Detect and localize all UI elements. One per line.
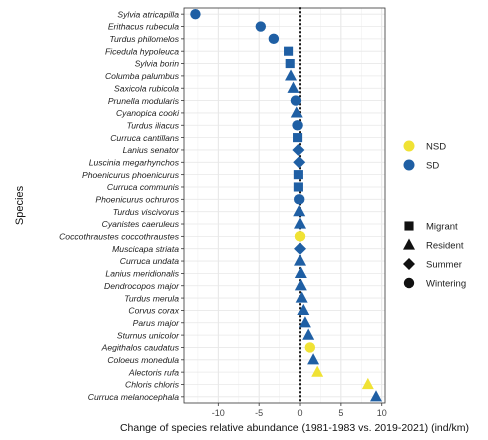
species-label: Coloeus monedula	[107, 355, 179, 365]
point-circle	[190, 8, 201, 20]
x-tick-label: 0	[298, 408, 303, 418]
grid	[184, 8, 385, 403]
point-diamond	[293, 156, 306, 169]
point-triangle	[290, 106, 303, 118]
point-triangle	[361, 377, 374, 390]
species-label: Sturnus unicolor	[117, 330, 180, 340]
species-label: Sylvia borin	[135, 59, 180, 69]
point-square	[285, 58, 295, 69]
legend-circle-icon	[403, 277, 415, 289]
legend-color: NSD SD	[403, 140, 446, 172]
legend-label: Resident	[426, 241, 464, 252]
x-axis-title: Change of species relative abundance (19…	[120, 422, 469, 434]
legend-label: Wintering	[426, 279, 466, 290]
point-square	[293, 182, 303, 192]
x-tick-label: 5	[338, 408, 343, 418]
legend-label: Summer	[426, 260, 462, 271]
species-label: Turdus philomelos	[109, 34, 179, 44]
point-square	[293, 133, 303, 143]
species-label: Coccothraustes coccothraustes	[59, 232, 180, 242]
point-triangle	[311, 365, 324, 377]
x-tick-label: 10	[377, 408, 387, 418]
point-triangle	[302, 328, 315, 340]
point-square	[293, 170, 303, 180]
species-label: Corvus corax	[128, 306, 179, 316]
species-label: Phoenicurus ochruros	[95, 195, 179, 205]
point-circle	[294, 194, 305, 205]
point-circle	[292, 120, 303, 131]
legend-swatch	[403, 140, 415, 152]
point-triangle	[370, 390, 382, 402]
point-triangle	[295, 291, 308, 303]
point-circle	[268, 33, 280, 45]
legend-diamond-icon	[403, 258, 415, 270]
point-diamond	[292, 143, 305, 156]
species-label: Aegithalos caudatus	[101, 343, 180, 353]
point-triangle	[285, 69, 298, 81]
point-circle	[255, 21, 267, 32]
x-axis-ticks: -10 -5 0 5 10	[212, 403, 387, 418]
species-label: Curruca undata	[120, 256, 179, 266]
point-diamond	[294, 242, 307, 255]
point-triangle	[293, 205, 306, 217]
species-label: Dendrocopos major	[104, 281, 180, 291]
point-triangle	[297, 303, 310, 316]
point-triangle	[287, 81, 300, 93]
panel-border	[183, 7, 386, 404]
x-tick-label: -10	[212, 408, 225, 418]
point-circle	[290, 95, 302, 106]
species-label: Lanius meridionalis	[105, 269, 179, 279]
species-label: Turdus merula	[124, 293, 179, 303]
legend-label: Migrant	[426, 222, 458, 233]
species-label: Saxicola rubicola	[114, 83, 179, 93]
species-label: Curruca cantillans	[110, 133, 179, 143]
legend-triangle-icon	[403, 238, 415, 250]
species-label: Erithacus rubecula	[108, 22, 179, 32]
point-triangle	[298, 316, 311, 328]
species-label: Cyanopica cooki	[116, 108, 180, 118]
species-label: Chloris chloris	[125, 380, 180, 390]
species-label: Parus major	[133, 318, 180, 328]
point-circle	[304, 342, 316, 353]
legend-square-icon	[404, 221, 414, 231]
species-label: Sylvia atricapilla	[117, 9, 179, 19]
species-label: Turdus viscivorus	[113, 207, 180, 217]
species-label: Lanius senator	[123, 145, 181, 155]
point-circle	[294, 231, 306, 242]
species-label: Columba palumbus	[105, 71, 180, 81]
point-triangle	[294, 266, 307, 278]
y-axis-title: Species	[14, 185, 26, 225]
species-label: Turdus iliacus	[127, 120, 180, 130]
species-label: Alectoris rufa	[128, 367, 179, 377]
species-label: Cyanistes caeruleus	[102, 219, 180, 229]
legend-label: NSD	[426, 142, 446, 153]
species-labels: Sylvia atricapilla Erithacus rubecula Turd…	[59, 9, 184, 402]
point-triangle	[294, 217, 307, 229]
species-label: Prunella modularis	[108, 96, 180, 106]
point-square	[284, 46, 294, 56]
legend-label: SD	[426, 161, 439, 172]
species-label: Ficedula hypoleuca	[105, 46, 179, 56]
x-tick-label: -5	[255, 408, 263, 418]
species-label: Curruca communis	[107, 182, 180, 192]
point-triangle	[294, 279, 307, 291]
point-triangle	[294, 254, 307, 266]
legend-shape: Migrant Resident Summer Wintering	[403, 221, 466, 290]
species-label: Muscicapa striata	[112, 244, 179, 254]
point-triangle	[307, 353, 320, 365]
data-points	[190, 8, 382, 402]
species-label: Phoenicurus phoenicurus	[82, 170, 180, 180]
legend-swatch	[403, 159, 415, 171]
species-label: Curruca melanocephala	[88, 392, 179, 402]
species-label: Luscinia megarhynchos	[89, 157, 180, 167]
